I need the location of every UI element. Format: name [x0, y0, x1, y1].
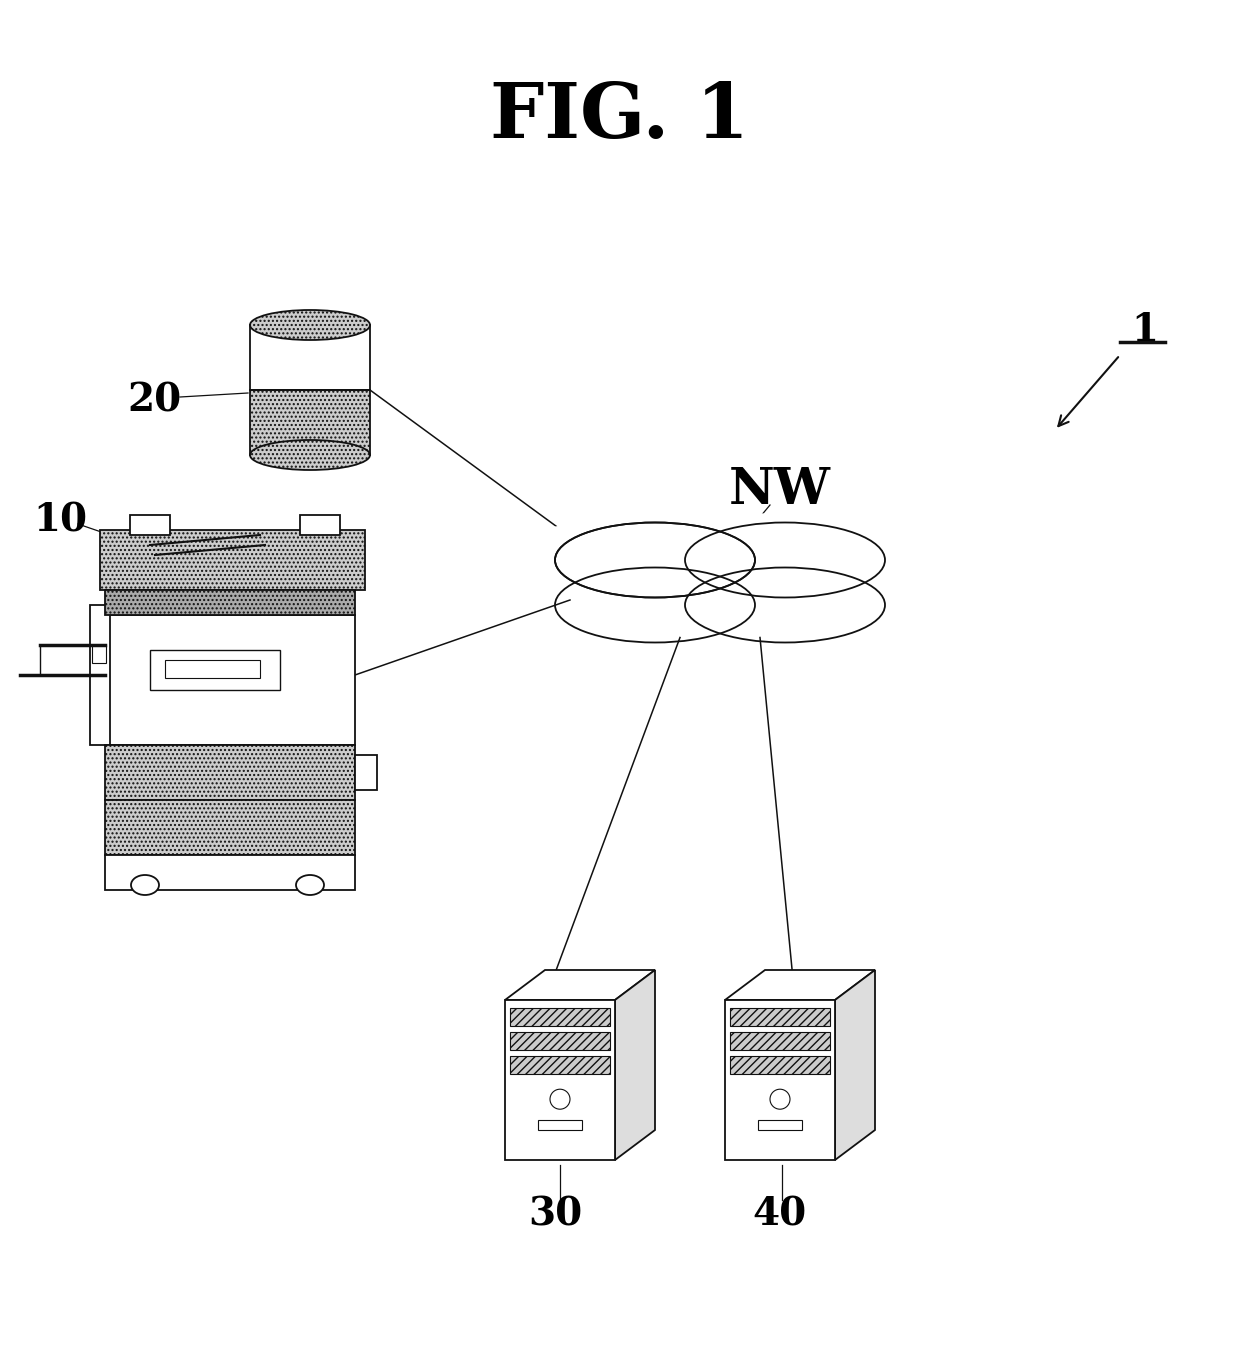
Bar — [510, 1008, 610, 1025]
Bar — [725, 999, 835, 1160]
Bar — [758, 1120, 802, 1129]
Bar — [130, 515, 170, 535]
Bar — [105, 615, 355, 745]
Bar — [730, 1055, 830, 1075]
Text: FIG. 1: FIG. 1 — [491, 79, 749, 153]
Bar — [105, 745, 355, 799]
Polygon shape — [615, 971, 655, 1160]
Bar — [100, 530, 365, 590]
Bar — [105, 590, 355, 615]
Text: 40: 40 — [753, 1197, 807, 1233]
Bar — [92, 645, 105, 663]
Bar — [355, 754, 377, 790]
Bar — [165, 660, 260, 678]
Polygon shape — [505, 971, 655, 999]
Bar — [510, 1032, 610, 1050]
Bar — [105, 856, 355, 890]
Bar — [105, 799, 355, 856]
FancyArrowPatch shape — [1059, 357, 1118, 426]
Text: 20: 20 — [128, 381, 182, 419]
Polygon shape — [835, 971, 875, 1160]
Bar — [250, 324, 370, 390]
Bar — [730, 1032, 830, 1050]
Ellipse shape — [250, 439, 370, 470]
Ellipse shape — [487, 512, 952, 608]
Text: 1: 1 — [1131, 311, 1158, 349]
Bar — [91, 605, 110, 745]
Bar — [538, 1120, 582, 1129]
Bar — [730, 1008, 830, 1025]
Circle shape — [551, 1090, 570, 1109]
Text: 30: 30 — [528, 1197, 582, 1233]
Bar — [510, 1055, 610, 1075]
Polygon shape — [725, 971, 875, 999]
Bar — [150, 650, 280, 690]
Ellipse shape — [296, 875, 324, 895]
Bar — [505, 999, 615, 1160]
Text: NW: NW — [729, 465, 831, 515]
Text: 10: 10 — [33, 501, 87, 539]
Bar — [250, 390, 370, 455]
Ellipse shape — [131, 875, 159, 895]
Ellipse shape — [250, 309, 370, 340]
Bar — [300, 515, 340, 535]
Circle shape — [770, 1090, 790, 1109]
